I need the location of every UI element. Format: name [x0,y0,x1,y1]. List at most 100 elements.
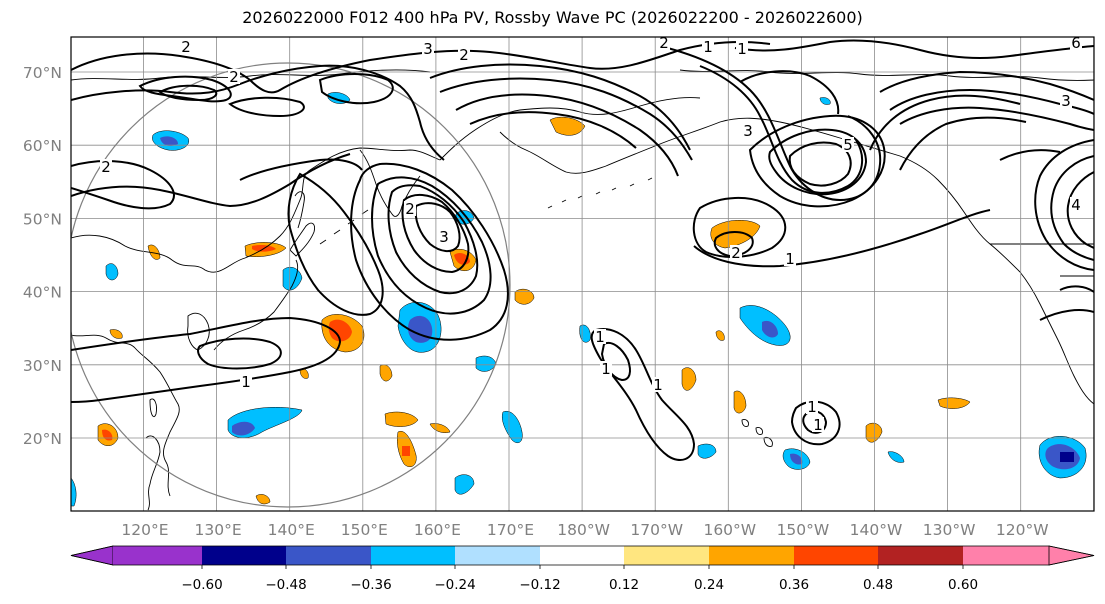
pv-anomaly-shading [71,92,1087,507]
lon-tick-label: 120°W [996,521,1049,539]
lon-tick-label: 140°E [268,521,315,539]
contour-label: 3 [423,40,433,58]
contour-label-bg [1060,93,1072,108]
pv-contours [71,39,1094,461]
colorbar: −0.60 −0.48 −0.36 −0.24 −0.12 0.12 0.24 0.36 0.4… [70,545,1095,593]
map-background [71,37,1094,511]
contour-label-bg [702,39,714,54]
colorbar-extend-high [1048,545,1095,566]
colorbar-tick-label: −0.60 [181,577,222,593]
colorbar-segment [963,546,1049,565]
pos-anomaly [147,244,161,260]
lon-tick-label: 160°W [703,521,756,539]
lon-tick-label: 180°W [557,521,610,539]
colorbar-extend-low [70,545,114,566]
pos-anomaly [710,220,761,249]
colorbar-tick-label: −0.24 [434,577,475,593]
lon-tick-label: 170°E [487,521,534,539]
lon-tick-label: 130°W [923,521,976,539]
pos-anomaly-core [328,319,352,342]
contour-label: 4 [1071,196,1081,214]
lat-tick-label: 60°N [23,137,62,155]
contour-label-bg [842,137,854,152]
lon-tick-label: 150°E [341,521,388,539]
lon-tick-label: 130°E [195,521,242,539]
colorbar-tick-label: 0.12 [609,577,639,593]
contour-label: 2 [659,34,669,52]
colorbar-segment [202,546,286,565]
neg-anomaly-core [1060,452,1074,462]
contour-label-bg [100,159,112,174]
contour-label-bg [1070,37,1082,50]
lon-tick-label: 160°E [414,521,461,539]
contour-label-bg [736,41,748,56]
contour-label: 1 [595,328,605,346]
contour-label-bg [180,39,192,54]
longitude-labels: 120°E 130°E 140°E 150°E 160°E 170°E 180°W 170°W… [121,521,1048,539]
lat-tick-label: 70°N [23,64,62,82]
neg-anomaly [71,477,77,507]
colorbar-segment [794,546,878,565]
colorbar-tick-label: 0.36 [779,577,809,593]
contour-label: 2 [181,38,191,56]
lat-tick-label: 50°N [23,210,62,228]
contour-label: 1 [785,250,795,268]
neg-anomaly-core [762,320,778,338]
pos-anomaly [384,411,419,427]
contour-label: 2 [405,200,415,218]
contour-label: 3 [1061,92,1071,110]
contour-label: 2 [229,68,239,86]
contour-label-bg [458,47,470,62]
coastlines [71,69,1094,511]
pos-anomaly-core [402,446,410,456]
colorbar-tick-label: 0.60 [948,577,978,593]
pos-anomaly [255,494,271,505]
contour-label-bg [730,245,742,260]
colorbar-tick-label: −0.12 [519,577,560,593]
contour-label: 3 [439,228,449,246]
neg-anomaly [819,97,831,105]
contour-label: 1 [807,398,817,416]
contour-label: 2 [101,158,111,176]
colorbar-tick-label: 0.48 [863,577,893,593]
reference-circle [71,62,511,508]
contour-label-bg [652,377,664,392]
contour-label-bg [812,417,824,432]
contour-label: 1 [737,40,747,58]
colorbar-segment [371,546,455,565]
lon-tick-label: 170°W [630,521,683,539]
pos-anomaly [514,288,535,305]
contour-label: 3 [743,122,753,140]
lat-tick-label: 20°N [23,430,62,448]
colorbar-segment [113,546,202,565]
neg-anomaly-core [790,453,803,465]
contour-label-bg [742,123,754,138]
pos-anomaly [937,397,971,409]
contour-label-bg [1070,197,1082,212]
contour-label-bg [228,69,240,84]
lon-tick-label: 120°E [121,521,168,539]
pos-anomaly [549,116,586,136]
lat-tick-label: 40°N [23,284,62,302]
neg-anomaly [697,443,717,459]
contour-label-bg [806,399,818,414]
pos-anomaly [681,367,697,391]
contour-label: 5 [843,136,853,154]
contour-label-bg [594,329,606,344]
contour-label-bg [438,229,450,244]
lon-tick-label: 140°W [850,521,903,539]
neg-anomaly [502,410,523,443]
contour-label-bg [600,361,612,376]
lon-tick-label: 150°W [777,521,830,539]
colorbar-outline [70,545,1095,566]
map-frame [70,36,1095,512]
contour-label: 2 [731,244,741,262]
pos-anomaly [429,423,451,433]
neg-anomaly [887,451,905,463]
neg-anomaly-core [232,421,255,436]
latitude-labels: 70°N 60°N 50°N 40°N 30°N 20°N [23,64,62,448]
contour-label-bg [404,201,416,216]
